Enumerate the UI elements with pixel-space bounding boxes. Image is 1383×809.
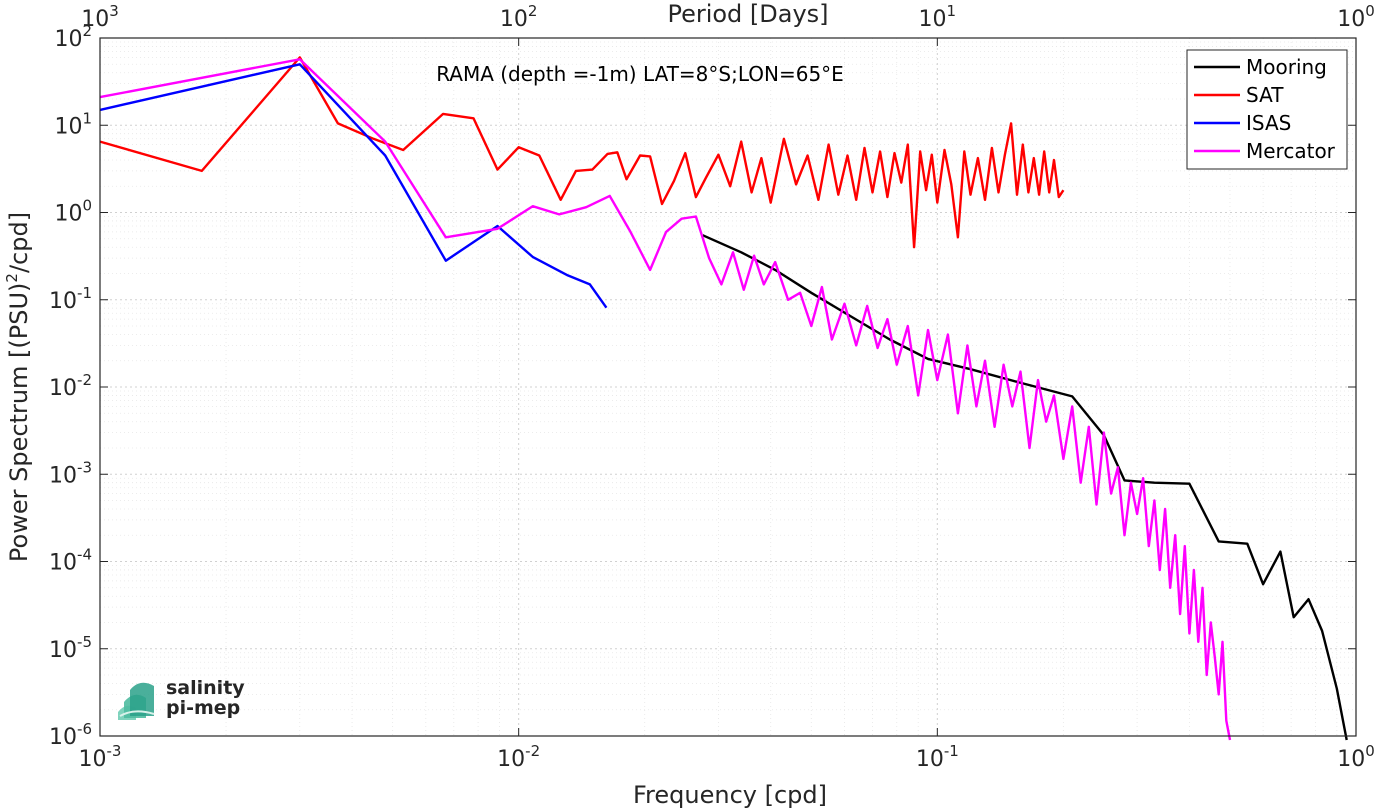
chart-title: RAMA (depth =-1m) LAT=8°S;LON=65°E bbox=[436, 62, 844, 86]
grid bbox=[99, 37, 1357, 737]
y-tick-label-base: 10 bbox=[54, 202, 82, 227]
series-line-mooring bbox=[702, 234, 1348, 741]
y-tick-label-base: 10 bbox=[49, 289, 77, 314]
top-tick-label-base: 10 bbox=[81, 7, 109, 32]
y-tick-label-base: 10 bbox=[54, 114, 82, 139]
y-tick-label-base: 10 bbox=[49, 551, 77, 576]
salinity-pi-mep-logo: salinity pi-mep bbox=[118, 677, 245, 720]
top-tick-label-exp: 2 bbox=[528, 2, 538, 20]
y-tick-label-base: 10 bbox=[49, 376, 77, 401]
x-tick-label-exp: 0 bbox=[1365, 742, 1375, 760]
x-tick-label-base: 10 bbox=[497, 747, 525, 772]
y-tick-label-exp: -1 bbox=[77, 284, 92, 302]
x-tick-label: 10-1 bbox=[916, 742, 959, 772]
legend-label-mooring: Mooring bbox=[1246, 55, 1327, 79]
top-tick-label: 100 bbox=[1337, 2, 1375, 32]
y-tick-label: 10-3 bbox=[49, 458, 92, 488]
y-tick-label-base: 10 bbox=[49, 463, 77, 488]
legend-label-isas: ISAS bbox=[1246, 111, 1291, 135]
y-axis-label-tail: /cpd] bbox=[5, 212, 33, 273]
y-tick-label: 100 bbox=[54, 197, 92, 227]
x-tick-label-base: 10 bbox=[1337, 747, 1365, 772]
y-tick-label: 10-5 bbox=[49, 633, 92, 663]
top-tick-label-exp: 0 bbox=[1365, 2, 1375, 20]
plot-frame bbox=[99, 37, 1357, 737]
x-tick-label-exp: -2 bbox=[525, 742, 540, 760]
top-tick-label-base: 10 bbox=[1337, 7, 1365, 32]
x-tick-label: 10-2 bbox=[497, 742, 540, 772]
legend-box bbox=[1186, 49, 1348, 170]
legend-label-mercator: Mercator bbox=[1246, 139, 1336, 163]
logo-text-pi-mep: pi-mep bbox=[166, 697, 240, 719]
legend: Mooring SAT ISAS Mercator bbox=[1186, 49, 1348, 170]
y-tick-label-base: 10 bbox=[49, 638, 77, 663]
y-tick-label: 10-4 bbox=[49, 546, 92, 576]
top-tick-label-exp: 1 bbox=[947, 2, 957, 20]
y-tick-label: 10-1 bbox=[49, 284, 92, 314]
x-axis-label: Frequency [cpd] bbox=[633, 781, 827, 809]
top-axis-label: Period [Days] bbox=[667, 0, 828, 28]
top-tick-label-base: 10 bbox=[500, 7, 528, 32]
y-tick-label-exp: 1 bbox=[82, 109, 92, 127]
x-tick-label-base: 10 bbox=[79, 747, 107, 772]
y-tick-label: 10-2 bbox=[49, 371, 92, 401]
legend-label-sat: SAT bbox=[1246, 83, 1284, 107]
series-line-sat bbox=[99, 56, 1065, 249]
series-lines bbox=[99, 56, 1348, 741]
x-tick-label: 100 bbox=[1337, 742, 1375, 772]
y-axis-label-sup: 2 bbox=[3, 273, 21, 283]
top-tick-label: 101 bbox=[919, 2, 957, 32]
y-tick-label-base: 10 bbox=[49, 725, 77, 750]
y-tick-label-exp: 0 bbox=[82, 197, 92, 215]
series-line-mercator bbox=[99, 58, 1232, 741]
x-tick-label-base: 10 bbox=[916, 747, 944, 772]
y-axis-label-main: Power Spectrum [(PSU) bbox=[5, 283, 33, 562]
x-tick-label-exp: -3 bbox=[107, 742, 122, 760]
y-tick-label-exp: -6 bbox=[77, 720, 92, 738]
y-tick-label: 102 bbox=[54, 22, 92, 52]
y-axis-label: Power Spectrum [(PSU)2/cpd] bbox=[3, 212, 33, 562]
y-tick-label-exp: -2 bbox=[77, 371, 92, 389]
x-tick-label: 10-3 bbox=[79, 742, 122, 772]
y-tick-label-exp: 2 bbox=[82, 22, 92, 40]
top-tick-label-exp: 3 bbox=[109, 2, 119, 20]
top-tick-label: 102 bbox=[500, 2, 538, 32]
y-tick-label: 101 bbox=[54, 109, 92, 139]
logo-text-salinity: salinity bbox=[166, 677, 245, 699]
y-tick-label: 10-6 bbox=[49, 720, 92, 750]
y-tick-label-exp: -5 bbox=[77, 633, 92, 651]
x-tick-label-exp: -1 bbox=[944, 742, 959, 760]
logo-wave-icon bbox=[118, 682, 155, 720]
series-line-isas bbox=[99, 63, 608, 309]
top-tick-label-base: 10 bbox=[919, 7, 947, 32]
top-tick-label: 103 bbox=[81, 2, 119, 32]
y-tick-label-exp: -4 bbox=[77, 546, 92, 564]
y-tick-label-base: 10 bbox=[54, 27, 82, 52]
y-tick-label-exp: -3 bbox=[77, 458, 92, 476]
